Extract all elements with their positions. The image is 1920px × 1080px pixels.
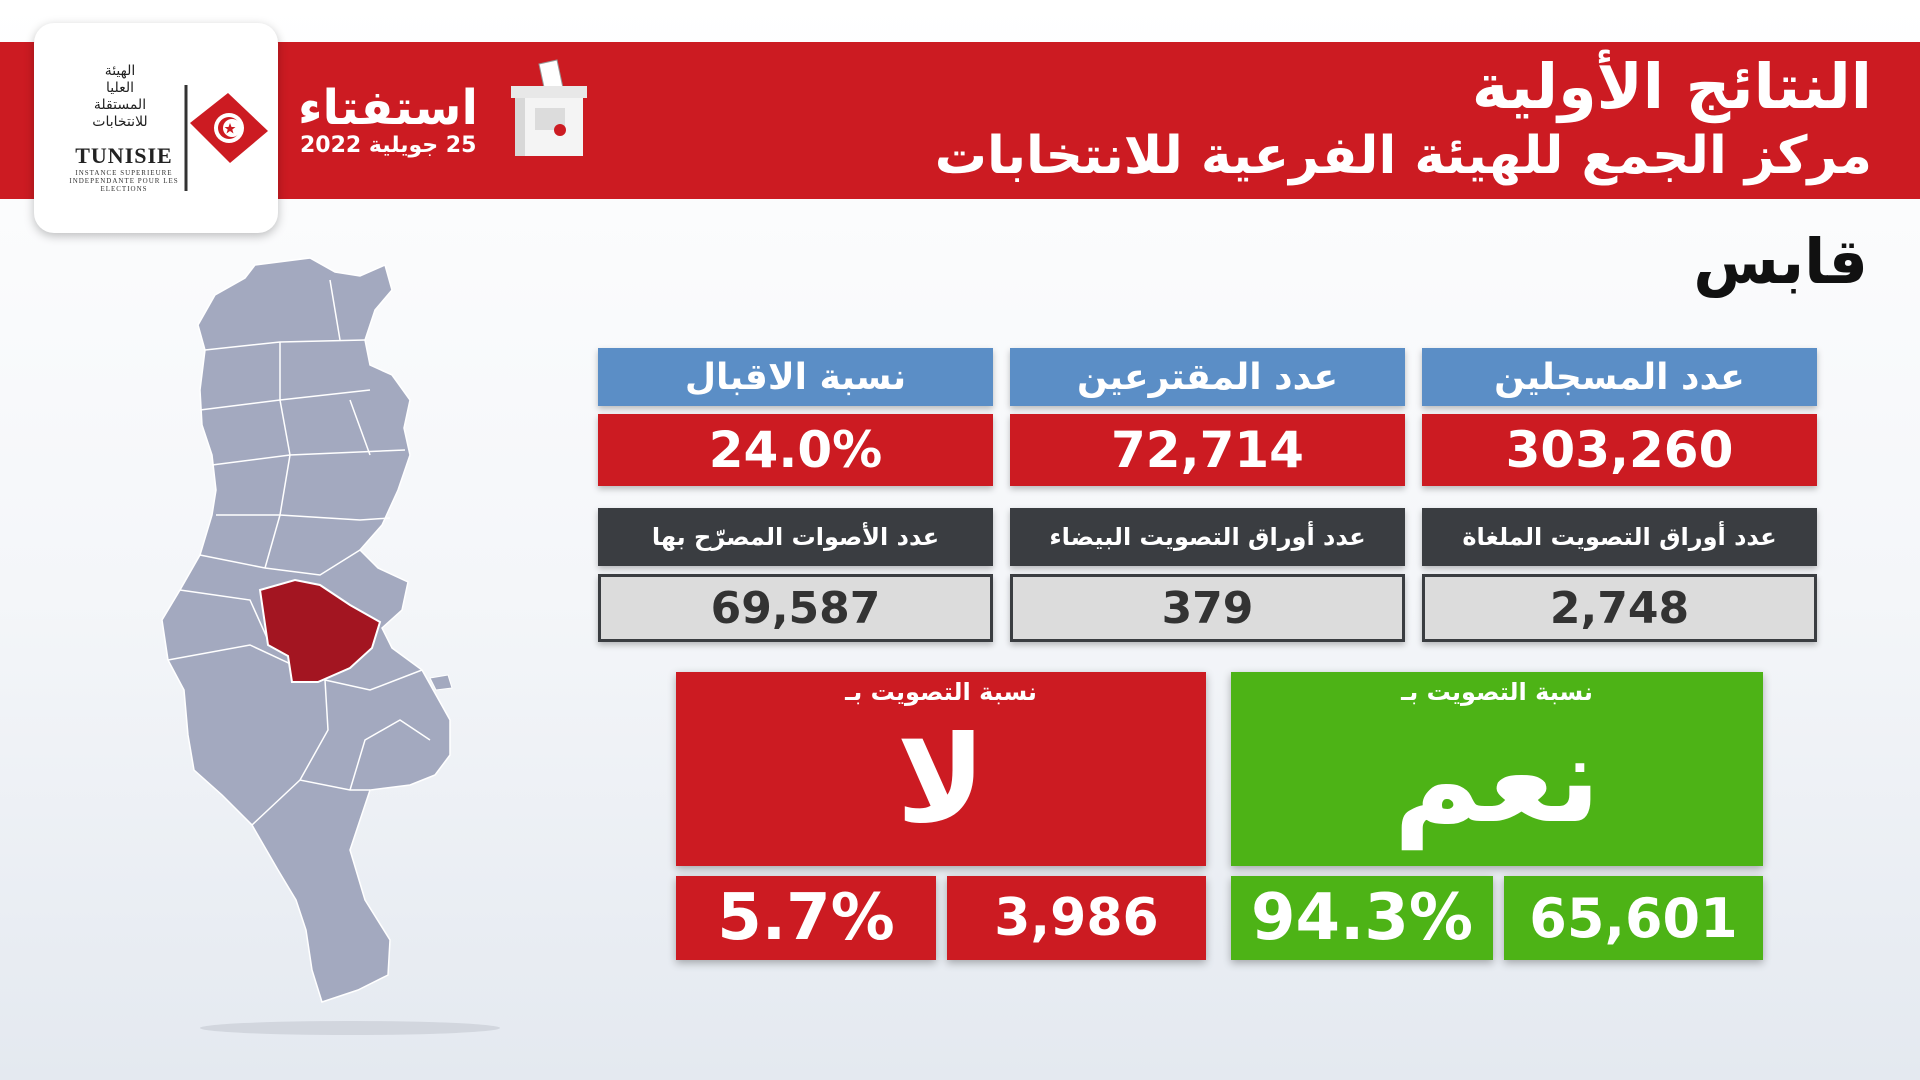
valid-votes-value: 69,587 xyxy=(598,574,993,642)
ballot-box-icon xyxy=(511,59,587,156)
turnout-header: نسبة الاقبال xyxy=(598,348,993,406)
no-vote-panel: نسبة التصويت بـ لا xyxy=(676,672,1206,866)
voters-value: 72,714 xyxy=(1010,414,1405,486)
yes-vote-panel: نسبة التصويت بـ نعم xyxy=(1231,672,1763,866)
page-title: النتائج الأولية xyxy=(1471,50,1872,123)
turnout-value: 24.0% xyxy=(598,414,993,486)
logo-line: الهيئة xyxy=(104,63,136,79)
referendum-title: استفتاء xyxy=(298,80,478,136)
tunisia-flag-icon xyxy=(184,85,268,191)
map-shadow xyxy=(200,1021,500,1035)
voters-header: عدد المقترعين xyxy=(1010,348,1405,406)
registered-header: عدد المسجلين xyxy=(1422,348,1817,406)
logo-latin-text: TUNISIE xyxy=(75,143,173,168)
page-subtitle: مركز الجمع للهيئة الفرعية للانتخابات xyxy=(934,126,1872,186)
no-vote-percent: 5.7% xyxy=(676,876,936,960)
referendum-date: 25 جويلية 2022 xyxy=(300,133,477,158)
blank-ballots-header: عدد أوراق التصويت البيضاء xyxy=(1010,508,1405,566)
blank-ballots-value: 379 xyxy=(1010,574,1405,642)
coastal-island xyxy=(429,674,453,691)
valid-votes-header: عدد الأصوات المصرّح بها xyxy=(598,508,993,566)
cancelled-ballots-header: عدد أوراق التصويت الملغاة xyxy=(1422,508,1817,566)
isie-logo: الهيئة العليا المستقلة للانتخابات TUNISI… xyxy=(34,23,278,233)
no-vote-label: نسبة التصويت بـ xyxy=(845,678,1037,706)
yes-vote-word: نعم xyxy=(1393,711,1601,850)
logo-arabic-text: الهيئة العليا المستقلة للانتخابات xyxy=(60,63,180,131)
no-vote-word: لا xyxy=(896,711,986,850)
logo-line: العليا xyxy=(105,80,135,96)
no-vote-count: 3,986 xyxy=(947,876,1206,960)
yes-vote-label: نسبة التصويت بـ xyxy=(1401,678,1593,706)
yes-vote-percent: 94.3% xyxy=(1231,876,1493,960)
header-banner xyxy=(0,42,1920,199)
governorate-name: قابس xyxy=(1693,225,1868,298)
logo-latin-small-text: INSTANCE SUPERIEURE INDEPENDANTE POUR LE… xyxy=(69,169,179,193)
yes-vote-count: 65,601 xyxy=(1504,876,1763,960)
tunisia-map xyxy=(161,257,500,1035)
registered-value: 303,260 xyxy=(1422,414,1817,486)
cancelled-ballots-value: 2,748 xyxy=(1422,574,1817,642)
gabes-highlight xyxy=(258,578,382,683)
logo-line: المستقلة xyxy=(93,97,147,113)
logo-line: للانتخابات xyxy=(92,114,148,130)
